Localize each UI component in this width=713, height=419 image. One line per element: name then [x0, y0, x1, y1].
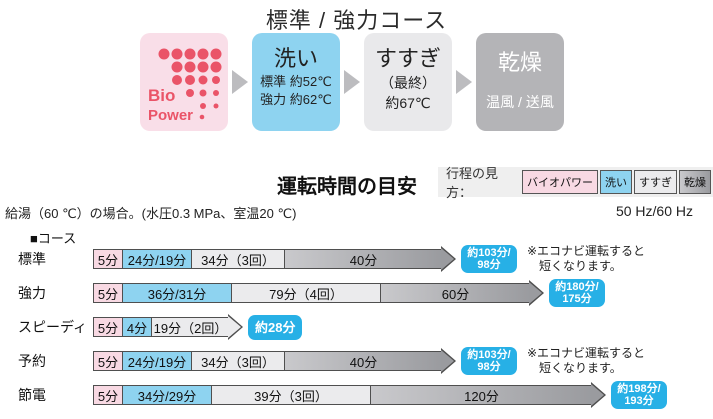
bar-segment-dry: 120分	[370, 385, 592, 405]
bar-segment-bio: 5分	[93, 283, 123, 303]
rinse-step: すすぎ （最終） 約67℃	[364, 33, 452, 131]
bar-segment-dry: 60分	[380, 283, 530, 303]
flow-title: 標準 / 強力コース	[265, 8, 448, 33]
bar-segment-dry: 40分	[284, 351, 442, 371]
bar-segment-rinse: 19分（2回）	[151, 317, 229, 337]
step-detail: 温風 / 送風	[486, 94, 554, 110]
legend-item-dry: 乾燥	[679, 170, 711, 194]
eco-note: ※エコナビ運転すると 短くなります。	[527, 244, 646, 273]
bar-segment-dry: 40分	[284, 249, 442, 269]
course-row: 予約 5分 24分/19分 34分（3回） 40分 約103分/98分 ※エコナビ運転すると…	[0, 344, 713, 378]
bar-segment-wash: 24分/19分	[122, 249, 192, 269]
frequency-text: 50 Hz/60 Hz	[615, 203, 693, 219]
segment-arrowhead-icon	[441, 246, 456, 272]
legend-item-bio: バイオパワー	[522, 170, 598, 194]
step-name: すすぎ	[374, 46, 441, 71]
section-title: 運転時間の目安	[277, 176, 417, 198]
bar-segment-bio: 5分	[93, 317, 123, 337]
step-detail: 強力 約62℃	[260, 92, 332, 107]
total-time-badge: 約198分/193分	[611, 381, 667, 409]
course-header: ■コース	[30, 231, 77, 246]
course-label: 節電	[18, 387, 46, 403]
bar-segment-rinse: 34分（3回）	[191, 249, 285, 269]
bar-segment-rinse: 34分（3回）	[191, 351, 285, 371]
course-row: 強力 5分 36分/31分 79分（4回） 60分 約180分/175分	[0, 276, 713, 310]
course-label: 強力	[18, 285, 46, 301]
dry-step: 乾燥 温風 / 送風	[476, 33, 564, 131]
segment-arrowhead-icon	[441, 348, 456, 374]
course-label: 予約	[18, 353, 46, 369]
bar-segment-wash: 24分/19分	[122, 351, 192, 371]
eco-note: ※エコナビ運転すると 短くなります。	[527, 346, 646, 375]
step-detail: 約67℃	[385, 95, 431, 111]
course-timeline-chart: 標準 5分 24分/19分 34分（3回） 40分 約103分/98分 ※エコナビ運転すると…	[0, 242, 713, 412]
segment-arrowhead-icon	[591, 382, 606, 408]
course-row: 節電 5分 34分/29分 39分（3回） 120分 約198分/193分	[0, 378, 713, 412]
course-label: 標準	[18, 251, 46, 267]
segment-arrowhead-icon	[529, 280, 544, 306]
flow-arrow-icon	[456, 70, 472, 94]
bar-segment-wash: 34分/29分	[122, 385, 212, 405]
course-row: 標準 5分 24分/19分 34分（3回） 40分 約103分/98分 ※エコナビ運転すると…	[0, 242, 713, 276]
legend: 行程の見方： バイオパワー 洗い すすぎ 乾燥	[438, 166, 713, 200]
biopower-step: Bio Power	[140, 33, 228, 131]
course-flow-diagram: Bio Power 洗い 標準 約52℃ 強力 約62℃ すすぎ （最終） 約6…	[140, 33, 564, 131]
condition-text: 給湯（60 ℃）の場合。(水圧0.3 MPa、室温20 ℃)	[5, 206, 297, 221]
step-name: 洗い	[273, 46, 318, 71]
step-name: 乾燥	[497, 50, 542, 75]
step-detail: （最終）	[380, 75, 436, 91]
total-time-badge: 約103分/98分	[461, 245, 517, 273]
total-time-badge: 約180分/175分	[549, 279, 605, 307]
bar-segment-rinse: 39分（3回）	[211, 385, 371, 405]
bar-segment-rinse: 79分（4回）	[231, 283, 381, 303]
legend-label: 行程の見方：	[446, 166, 499, 200]
legend-boxes: バイオパワー 洗い すすぎ 乾燥	[522, 170, 713, 194]
total-time-badge: 約28分	[248, 314, 303, 340]
bar-segment-wash: 36分/31分	[122, 283, 232, 303]
brand-text-power: Power	[148, 107, 193, 124]
wash-step: 洗い 標準 約52℃ 強力 約62℃	[252, 33, 340, 131]
flow-arrow-icon	[232, 70, 248, 94]
brand-text-bio: Bio	[148, 86, 175, 105]
bar-segment-bio: 5分	[93, 385, 123, 405]
course-row: スピーディ 5分 4分 19分（2回） 約28分	[0, 310, 713, 344]
flow-arrow-icon	[344, 70, 360, 94]
step-detail: 標準 約52℃	[260, 74, 332, 89]
total-time-badge: 約103分/98分	[461, 347, 517, 375]
bar-segment-wash: 4分	[122, 317, 152, 337]
legend-item-rinse: すすぎ	[634, 170, 677, 194]
biopower-logo-icon: Bio Power	[148, 48, 222, 124]
bar-segment-bio: 5分	[93, 351, 123, 371]
segment-arrowhead-icon	[228, 314, 243, 340]
bar-segment-bio: 5分	[93, 249, 123, 269]
legend-item-wash: 洗い	[600, 170, 632, 194]
course-label: スピーディ	[18, 319, 88, 335]
